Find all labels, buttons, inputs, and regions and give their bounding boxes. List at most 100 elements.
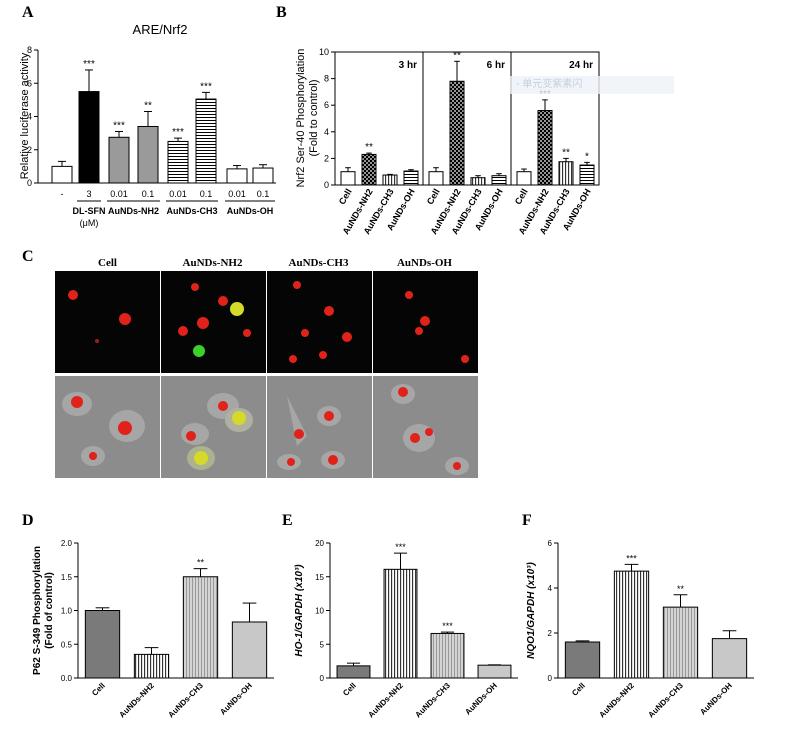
chart-a-x-tick-label: 0.1 <box>142 189 155 199</box>
panel-label-b: B <box>276 4 287 21</box>
chart-a-bar <box>226 168 248 184</box>
chart-f-bar <box>711 638 748 679</box>
chart-e-bar <box>430 632 465 679</box>
chart-e-x-tick-label: Cell <box>341 681 358 698</box>
chart-a-x-tick-label: 3 <box>86 189 91 199</box>
chart-a-x-tick-label: 0.01 <box>169 189 187 199</box>
fluorescence-image-ch3 <box>267 271 372 373</box>
chart-a-group-label: AuNDs-NH2 <box>108 206 159 216</box>
chart-b-bar <box>403 170 419 186</box>
chart-b-y-tick-label: 2 <box>324 153 329 163</box>
chart-f-y-tick-label: 4 <box>548 584 553 593</box>
chart-b-y-tick-label: 0 <box>324 180 329 190</box>
chart-e-y-tick-label: 15 <box>315 573 324 582</box>
chart-e-x-tick-label: AuNDs-NH2 <box>366 681 405 720</box>
chart-d-y-tick-label: 0.0 <box>61 674 73 683</box>
chart-e-x-tick-label: AuNDs-CH3 <box>413 681 452 720</box>
chart-b-subpanel-title: 24 hr <box>569 60 593 71</box>
chart-f-nqo1: NQO1/GAPDH (x10³) 0 2 4 6 Cell *** AuNDs-NH2 ** A… <box>526 539 754 720</box>
chart-b-significance: ** <box>453 50 461 61</box>
chart-d-x-tick-label: AuNDs-CH3 <box>166 681 205 720</box>
chart-a-group-label: AuNDs-CH3 <box>166 206 217 216</box>
chart-b-bar <box>558 161 574 186</box>
chart-a-group-label: AuNDs-OH <box>227 206 274 216</box>
chart-e-y-tick-label: 5 <box>320 640 325 649</box>
column-label-oh: AuNDs-OH <box>396 257 452 269</box>
chart-e-bar <box>477 664 512 679</box>
chart-e-significance: *** <box>442 621 453 631</box>
merged-image-oh <box>373 376 478 478</box>
chart-a-bar <box>78 91 100 184</box>
chart-b-y-tick-label: 4 <box>324 127 329 137</box>
chart-a-y-label: Relative luciferase activity <box>19 52 31 179</box>
fluorescence-image-oh <box>373 271 478 373</box>
chart-b-bar <box>361 153 377 186</box>
chart-d-x-tick-label: AuNDs-OH <box>218 681 254 717</box>
chart-a-bar <box>195 98 217 184</box>
chart-a-x-tick-label: 0.1 <box>200 189 213 199</box>
chart-f-significance: *** <box>626 553 637 563</box>
chart-a-significance: *** <box>200 81 212 92</box>
chart-b-bar <box>470 177 486 186</box>
chart-a-x-tick-label: 0.01 <box>228 189 246 199</box>
chart-b-bar <box>491 175 507 186</box>
chart-a-bar <box>137 125 159 184</box>
chart-a-y-tick-label: 6 <box>27 78 32 88</box>
merged-image-cell <box>55 376 160 478</box>
chart-f-bar <box>613 570 650 679</box>
chart-b-y-tick-label: 6 <box>324 100 329 110</box>
chart-b-significance: ** <box>365 142 373 153</box>
chart-d-y-tick-label: 0.5 <box>61 640 73 649</box>
chart-a-group-sublabel: (μM) <box>80 218 99 228</box>
chart-a-significance: ** <box>144 101 152 112</box>
panel-label-e: E <box>282 512 293 529</box>
chart-e-bar <box>336 665 371 679</box>
chart-d-y-tick-label: 2.0 <box>61 539 73 548</box>
chart-a-bar <box>51 165 73 184</box>
chart-b-subpanel-frame <box>334 51 424 186</box>
chart-e-significance: *** <box>395 542 406 552</box>
chart-b-significance: * <box>585 151 589 162</box>
chart-a-y-tick-label: 0 <box>27 178 32 188</box>
panel-label-a: A <box>22 4 34 21</box>
chart-b-y-tick-label: 10 <box>319 47 329 57</box>
chart-b-x-tick-label: Cell <box>337 187 354 206</box>
chart-f-bar <box>564 641 601 679</box>
chart-b-significance: ** <box>562 147 570 158</box>
chart-b-bar <box>537 110 553 186</box>
panel-label-c: C <box>22 248 34 265</box>
chart-b-bar <box>428 171 444 186</box>
chart-a-significance: *** <box>83 59 95 70</box>
chart-b-subpanel-title: 6 hr <box>487 60 505 71</box>
fluorescence-image-cell <box>55 271 160 373</box>
chart-a-x-tick-label: 0.1 <box>257 189 270 199</box>
chart-b-y-label-2: (Fold to control) <box>308 79 320 156</box>
chart-b-subpanel-frame <box>422 51 512 186</box>
chart-b-y-tick-label: 8 <box>324 74 329 84</box>
merged-image-nh2 <box>161 376 266 478</box>
chart-a-y-tick-label: 2 <box>27 145 32 155</box>
chart-b-x-tick-label: Cell <box>513 187 530 206</box>
chart-b-x-tick-label: Cell <box>425 187 442 206</box>
chart-e-x-tick-label: AuNDs-OH <box>463 681 499 717</box>
chart-a-title: ARE/Nrf2 <box>133 22 188 37</box>
chart-a-significance: *** <box>113 120 125 131</box>
merged-image-ch3 <box>267 376 372 478</box>
chart-f-significance: ** <box>677 584 685 594</box>
chart-d-x-tick-label: AuNDs-NH2 <box>117 681 156 720</box>
chart-f-x-tick-label: AuNDs-CH3 <box>646 681 685 720</box>
chart-a-y-tick-label: 4 <box>27 112 32 122</box>
chart-a-bar <box>252 167 274 184</box>
chart-f-y-label: NQO1/GAPDH (x10³) <box>526 561 537 658</box>
chart-f-bar <box>662 606 699 679</box>
chart-b-bar <box>449 80 465 186</box>
column-label-nh2: AuNDs-NH2 <box>182 257 243 269</box>
chart-f-x-tick-label: AuNDs-OH <box>698 681 734 717</box>
column-label-ch3: AuNDs-CH3 <box>288 257 349 269</box>
chart-d-y-label: P62 S-349 Phosphorylation <box>32 546 43 675</box>
chart-b-subpanel-title: 3 hr <box>399 60 417 71</box>
chart-e-ho1: HO-1/GAPDH (x10³) 0 5 10 15 20 Cell *** AuNDs-NH… <box>294 539 518 720</box>
panel-label-d: D <box>22 512 34 529</box>
chart-d-bar <box>182 576 219 679</box>
fluorescence-image-nh2 <box>161 271 266 373</box>
